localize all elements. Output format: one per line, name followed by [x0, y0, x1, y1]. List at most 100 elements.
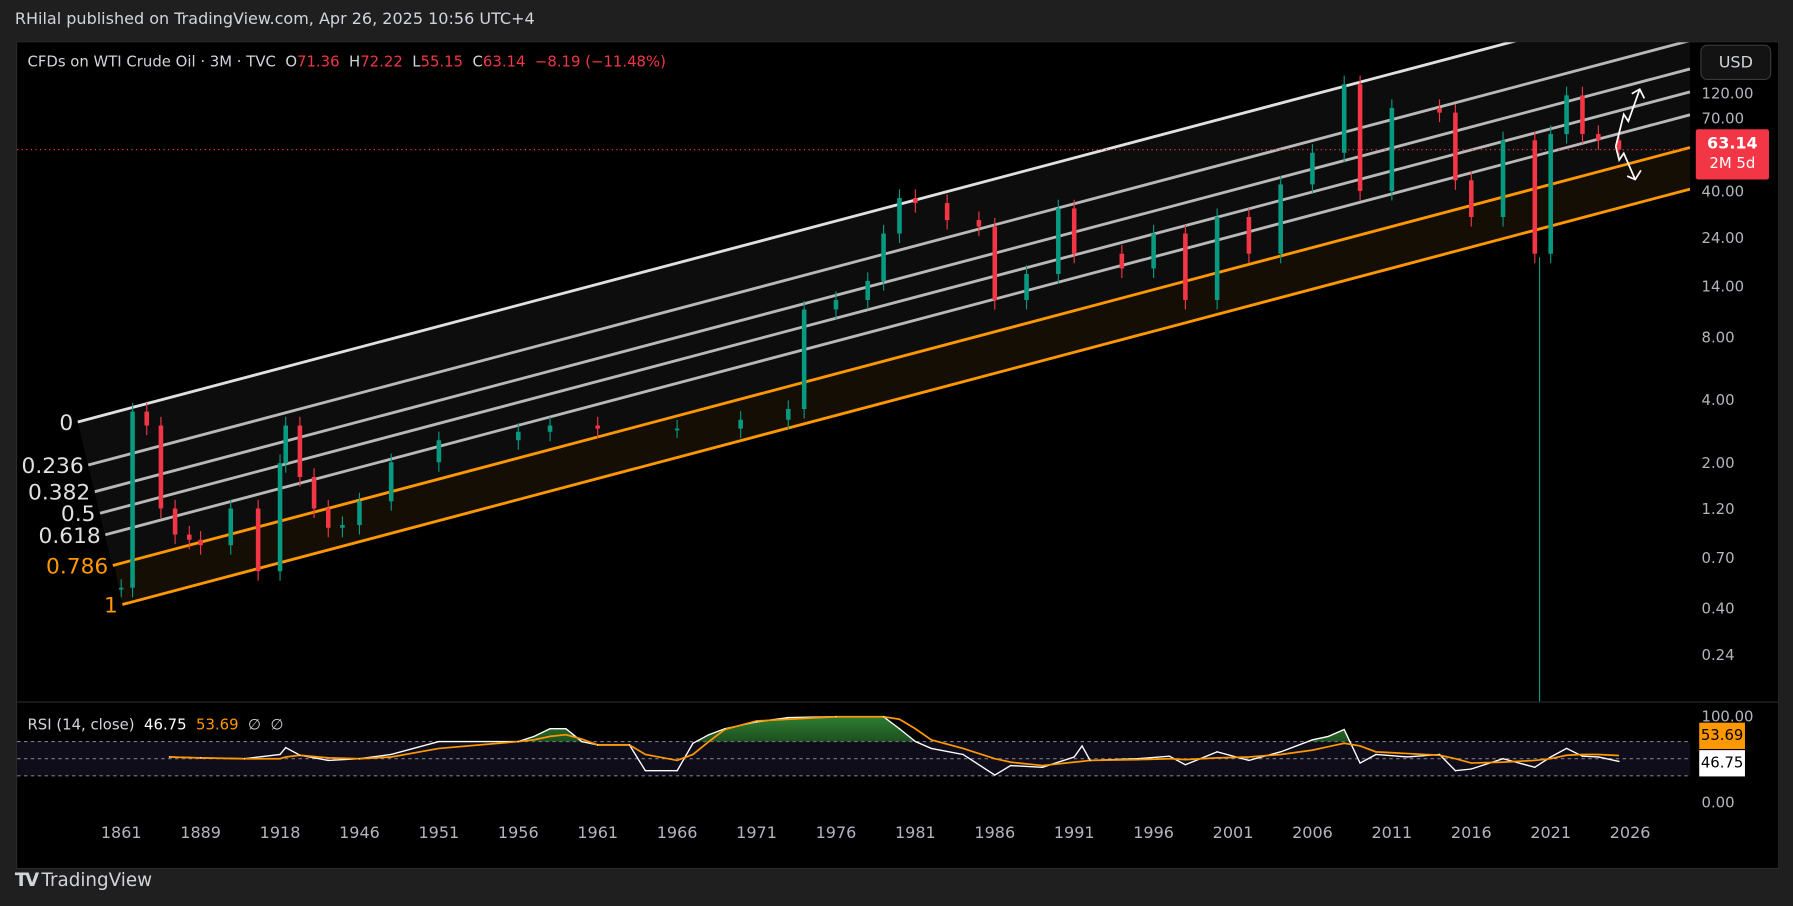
close-label: C	[472, 53, 483, 71]
rsi-ma-value: 53.69	[196, 716, 239, 735]
rsi-point	[299, 754, 301, 756]
fib-label-0.5: 0.5	[61, 502, 96, 527]
rsi-point	[168, 756, 171, 758]
rsi-point	[1009, 764, 1012, 767]
tradingview-logo-icon: TV	[14, 869, 39, 891]
fib-line-0.5	[99, 90, 1691, 515]
time-tick-label: 2021	[1530, 823, 1571, 842]
rsi-point	[1375, 753, 1377, 756]
rsi-ma-line	[169, 715, 1619, 767]
currency-button[interactable]: USD	[1700, 44, 1772, 81]
fib-line-0.236	[87, 42, 1690, 467]
fib-line-0.618	[104, 113, 1691, 537]
rsi-legend[interactable]: RSI (14, close) 46.75 53.69 ∅ ∅	[27, 717, 283, 734]
rsi-point	[1454, 770, 1457, 772]
rsi-point	[724, 728, 726, 730]
rsi-point	[676, 770, 678, 772]
rsi-point	[1502, 758, 1504, 760]
fib-label-0.382: 0.382	[28, 481, 90, 506]
candle-body	[357, 501, 362, 526]
rsi-point	[438, 740, 440, 743]
candle-body	[172, 508, 178, 535]
candle-body	[198, 539, 203, 546]
last-price: 63.14	[1707, 134, 1758, 154]
candle-body	[1278, 184, 1283, 254]
rsi-point	[1438, 753, 1441, 756]
candle-body	[992, 226, 998, 300]
time-tick-label: 1956	[498, 823, 539, 842]
rsi-point	[1407, 756, 1409, 758]
rsi-overbought-fill	[169, 716, 1619, 742]
rsi-extra-2: ∅	[270, 716, 284, 735]
rsi-point	[898, 728, 901, 730]
candle-body	[976, 220, 982, 227]
rsi-point	[708, 734, 710, 736]
rsi-point	[644, 770, 647, 772]
footer: TV TradingView	[15, 869, 152, 891]
rsi-point	[1073, 756, 1075, 758]
candle-body	[786, 409, 791, 420]
price-tick-label: 0.40	[1702, 600, 1735, 618]
time-tick-label: 1986	[974, 823, 1015, 842]
high-value: 72.22	[360, 53, 403, 71]
rsi-point	[1041, 766, 1044, 768]
price-pane	[17, 42, 1691, 703]
candle-body	[340, 525, 345, 528]
time-tick-label: 1971	[736, 823, 777, 842]
symbol-name[interactable]: CFDs on WTI Crude Oil · 3M · TVC	[27, 53, 276, 71]
rsi-point	[1279, 751, 1282, 753]
rsi-point	[390, 753, 392, 756]
time-tick-label: 1889	[180, 823, 221, 842]
rsi-point	[1597, 756, 1600, 758]
footer-brand: TradingView	[41, 869, 153, 891]
time-tick-label: 1961	[577, 823, 618, 842]
time-tick-label: 1976	[816, 823, 857, 842]
candle-body	[1246, 217, 1252, 254]
fib-label-0.786: 0.786	[46, 554, 108, 579]
price-tick-label: 14.00	[1702, 278, 1745, 296]
symbol-legend[interactable]: CFDs on WTI Crude Oil · 3M · TVC O71.36 …	[27, 54, 665, 71]
price-tick-label: 1.20	[1702, 500, 1735, 518]
candle-body	[1151, 233, 1156, 269]
rsi-point	[882, 715, 885, 718]
rsi-point	[358, 758, 361, 760]
rsi-extra-1: ∅	[248, 716, 262, 735]
fib-label-0: 0	[59, 411, 73, 436]
time-tick-label: 2006	[1292, 823, 1333, 842]
rsi-point	[628, 744, 631, 746]
candle-body	[277, 463, 283, 572]
candle-body	[1071, 208, 1077, 254]
time-tick-label: 1951	[419, 823, 460, 842]
down-arrow-path	[1614, 146, 1636, 180]
rsi-point	[1581, 755, 1584, 757]
candle-body	[1532, 140, 1538, 254]
time-tick-label: 1946	[339, 823, 380, 842]
rsi-point	[1550, 756, 1552, 758]
candle-body	[1500, 140, 1506, 218]
candle-body	[144, 411, 150, 426]
candle-body	[674, 428, 680, 431]
change-value: −8.19 (−11.48%)	[534, 53, 666, 71]
candle-body	[130, 411, 135, 588]
time-tick-label: 1966	[657, 823, 698, 842]
fib-orange-band-fill	[114, 147, 1691, 605]
candle-body	[944, 203, 950, 221]
fib-line-0.382	[94, 67, 1691, 494]
high-label: H	[349, 53, 361, 71]
low-value: 55.15	[420, 53, 464, 71]
rsi-point	[1534, 766, 1536, 768]
close-value: 63.14	[482, 53, 526, 71]
price-tick-label: 2.00	[1702, 454, 1735, 472]
fib-label-0.618: 0.618	[39, 524, 101, 549]
candle-body	[118, 587, 124, 590]
down-arrow-head-icon	[1626, 169, 1642, 181]
rsi-title[interactable]: RSI (14, close)	[27, 716, 135, 735]
rsi-point	[199, 757, 202, 759]
price-tick-label: 0.70	[1702, 549, 1735, 567]
candle-body	[186, 534, 192, 540]
time-tick-label: 1996	[1133, 823, 1174, 842]
rsi-value-tag: 46.75	[1699, 750, 1745, 777]
candle-body	[228, 508, 234, 546]
rsi-point	[1168, 755, 1171, 757]
